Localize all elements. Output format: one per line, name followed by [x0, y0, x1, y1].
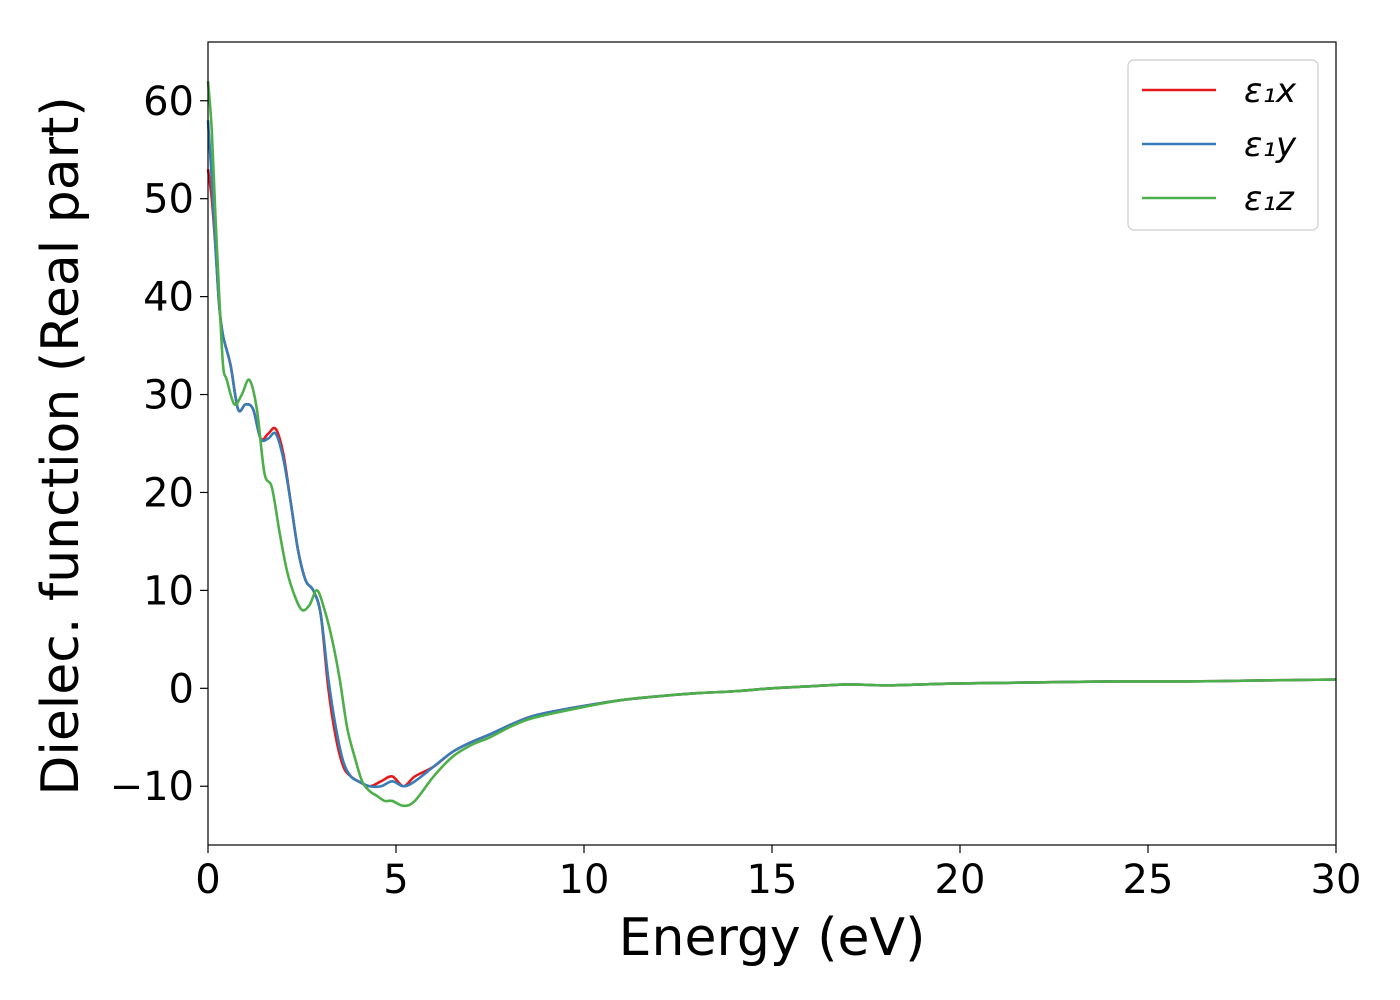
x-tick-label: 30 [1311, 857, 1362, 903]
x-tick-label: 15 [747, 857, 798, 903]
y-tick-label: 50 [143, 177, 194, 223]
y-tick-label: 60 [143, 79, 194, 125]
y-tick-label: 10 [143, 568, 194, 614]
legend-label-1: ε₁x [1244, 71, 1297, 111]
x-tick-label: 20 [935, 857, 986, 903]
legend-box [1127, 59, 1319, 231]
series-line-3 [206, 81, 1337, 808]
y-tick-label: 0 [169, 666, 194, 712]
y-axis-label: Dielec. function (Real part) [31, 96, 91, 795]
y-tick-label: −10 [110, 764, 194, 810]
series-lines [206, 81, 1337, 808]
x-axis-ticks: 0 5 10 15 20 25 30 [195, 845, 1361, 903]
x-axis-label: Energy (eV) [619, 908, 926, 968]
y-tick-label: 40 [143, 275, 194, 321]
x-tick-label: 5 [383, 857, 408, 903]
legend-label-3: ε₁z [1244, 179, 1295, 219]
y-axis-ticks: −10 0 10 20 30 40 50 60 [110, 79, 208, 810]
x-tick-label: 0 [195, 857, 220, 903]
legend: ε₁x ε₁y ε₁z [1127, 59, 1319, 231]
x-tick-label: 25 [1123, 857, 1174, 903]
y-tick-label: 30 [143, 373, 194, 419]
x-tick-label: 10 [559, 857, 610, 903]
legend-label-2: ε₁y [1244, 125, 1297, 165]
y-tick-label: 20 [143, 470, 194, 516]
